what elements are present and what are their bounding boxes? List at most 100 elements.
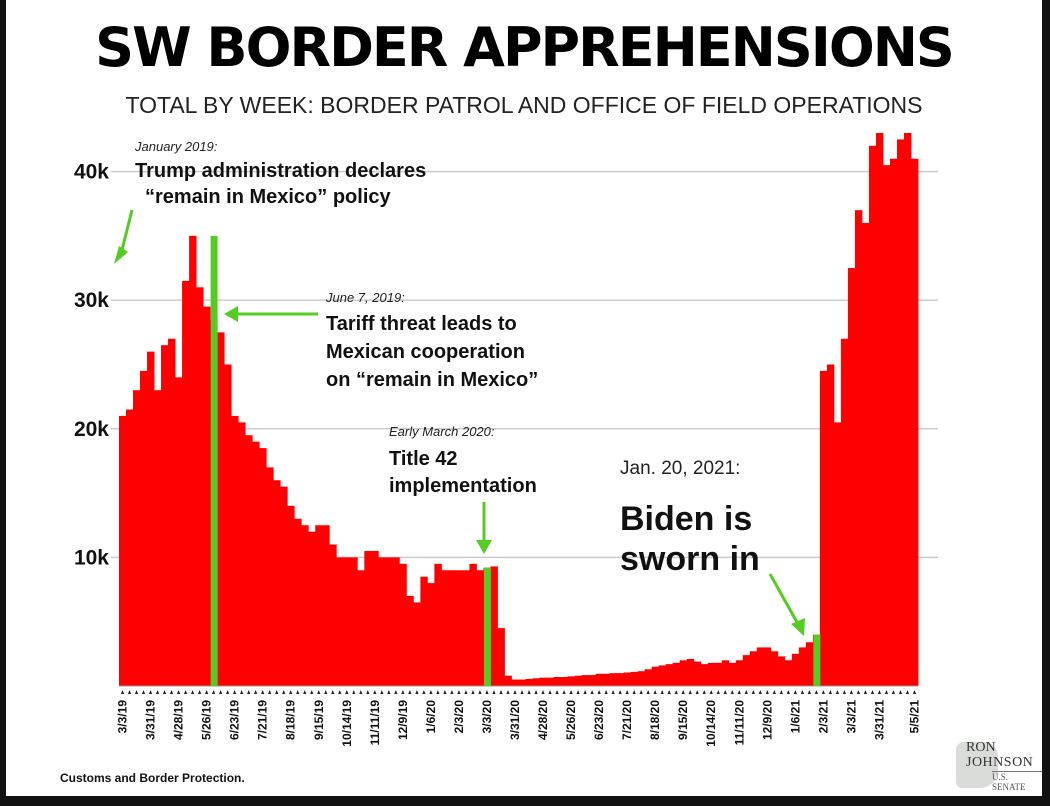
bars: [119, 133, 919, 687]
bar: [224, 364, 232, 686]
arrow-head-icon: [114, 246, 128, 264]
x-tick-mark: [240, 690, 244, 694]
x-tick-label: 2/3/20: [452, 700, 466, 734]
x-tick-mark: [835, 690, 839, 694]
bar: [742, 655, 751, 686]
event-marker-bar: [813, 634, 821, 686]
x-tick-label: 4/28/20: [536, 700, 550, 740]
x-tick-mark: [639, 690, 643, 694]
x-tick-mark: [506, 690, 510, 694]
bar: [427, 583, 435, 686]
x-axis-ticks: 3/3/19 3/31/19 4/28/19 5/26/19 6/23/19 7/21/1…: [116, 690, 921, 747]
bar: [399, 563, 407, 686]
bar: [126, 409, 134, 686]
annotation-tariff-threat: June 7, 2019: Tariff threat leads to Mex…: [224, 290, 538, 391]
x-tick-label: 7/21/20: [620, 700, 634, 740]
bar: [175, 377, 183, 686]
x-tick-label: 9/15/19: [312, 700, 326, 740]
annotation-biden-sworn-in: Jan. 20, 2021: Biden is sworn in: [620, 458, 805, 636]
x-tick-label: 12/9/19: [396, 700, 410, 740]
x-tick-mark: [226, 690, 230, 694]
bar: [238, 422, 246, 686]
x-tick-mark: [709, 690, 713, 694]
x-tick-mark: [492, 690, 496, 694]
x-tick-mark: [884, 690, 889, 694]
bar: [749, 651, 758, 686]
x-tick-mark: [436, 690, 440, 694]
x-tick-mark: [758, 690, 762, 694]
x-tick-mark: [870, 690, 875, 694]
x-tick-mark: [352, 690, 356, 694]
event-marker-bar: [210, 235, 218, 686]
x-tick-mark: [842, 690, 847, 694]
x-tick-mark: [408, 690, 412, 694]
annotation-arrow-line: [768, 573, 800, 625]
x-tick-mark: [604, 690, 608, 694]
x-tick-mark: [702, 690, 706, 694]
bar: [721, 660, 730, 686]
x-tick-mark: [324, 690, 328, 694]
annotation-line: Title 42: [389, 448, 458, 470]
x-tick-mark: [527, 690, 531, 694]
x-tick-mark: [422, 690, 426, 694]
bar: [448, 570, 456, 686]
ron-johnson-senate-logo: RON JOHNSON U.S. SENATE: [956, 736, 1042, 792]
bar: [350, 557, 358, 686]
bar: [854, 210, 863, 687]
x-tick-label: 1/6/20: [424, 700, 438, 734]
x-tick-label: 5/26/20: [564, 700, 578, 740]
bar: [546, 677, 554, 686]
x-tick-label: 10/14/19: [340, 700, 354, 747]
bar: [840, 338, 849, 686]
x-tick-label: 11/11/19: [368, 700, 382, 746]
annotation-date: Early March 2020:: [389, 424, 495, 439]
bar: [497, 628, 505, 686]
logo-line-1: RON: [966, 740, 996, 755]
bar: [602, 673, 611, 686]
x-tick-mark: [800, 690, 804, 694]
bar: [637, 671, 646, 686]
bar: [455, 570, 463, 686]
x-tick-mark: [401, 690, 405, 694]
x-tick-mark: [190, 690, 195, 694]
bar: [630, 671, 639, 686]
bar: [378, 557, 386, 686]
y-tick-label: 10k: [74, 546, 109, 569]
y-tick-label: 40k: [74, 161, 109, 184]
x-tick-mark: [786, 690, 790, 694]
bar: [770, 651, 779, 686]
bar: [665, 664, 674, 686]
bar: [280, 486, 288, 686]
x-tick-mark: [723, 690, 727, 694]
annotation-line: on “remain in Mexico”: [326, 369, 538, 391]
bar: [518, 679, 526, 686]
x-tick-mark: [464, 690, 468, 694]
x-tick-mark: [562, 690, 566, 694]
x-tick-mark: [282, 690, 286, 694]
x-tick-mark: [162, 690, 167, 694]
x-tick-mark: [877, 690, 882, 694]
bar: [756, 647, 765, 686]
arrow-head-icon: [476, 540, 492, 554]
bar: [259, 448, 267, 686]
bar: [168, 338, 176, 686]
x-tick-mark: [127, 690, 132, 694]
bar: [490, 566, 498, 686]
x-tick-mark: [793, 690, 797, 694]
x-tick-mark: [338, 690, 342, 694]
bar: [623, 672, 632, 686]
x-tick-mark: [814, 690, 818, 694]
x-tick-mark: [366, 690, 370, 694]
logo-line-2: JOHNSON: [966, 755, 1034, 770]
x-tick-label: 6/23/20: [592, 700, 606, 740]
x-tick-mark: [576, 690, 580, 694]
bar: [679, 660, 688, 686]
x-tick-mark: [590, 690, 594, 694]
x-tick-label: 8/18/20: [648, 700, 662, 740]
chart-subtitle: TOTAL BY WEEK: BORDER PATROL AND OFFICE …: [125, 92, 923, 118]
x-tick-label: 12/9/20: [760, 700, 774, 740]
arrow-head-icon: [791, 618, 805, 636]
bar: [805, 642, 814, 686]
bar: [826, 364, 835, 686]
x-tick-mark: [856, 690, 861, 694]
